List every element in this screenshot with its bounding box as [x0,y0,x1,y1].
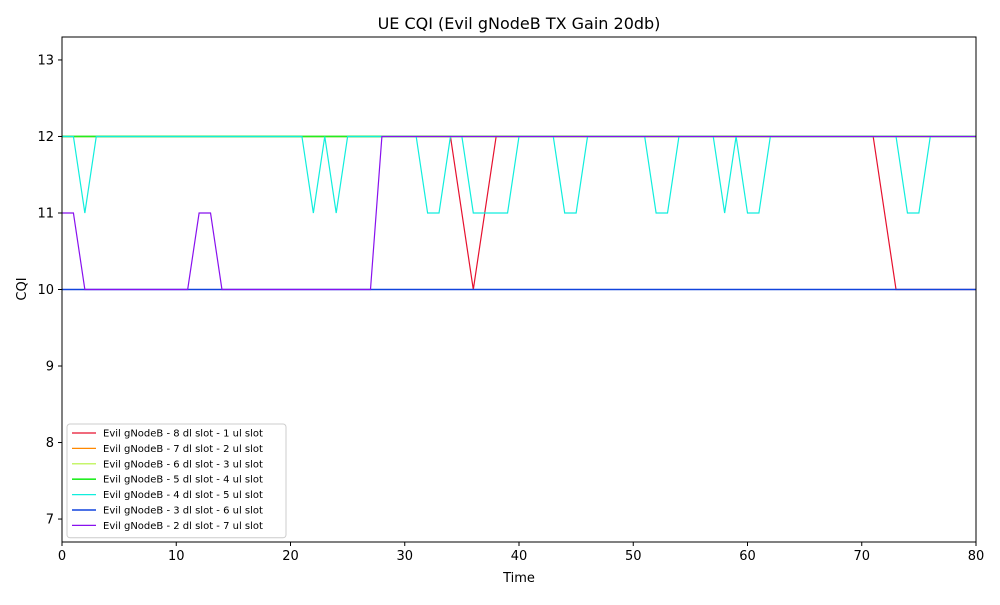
chart-title: UE CQI (Evil gNodeB TX Gain 20db) [378,14,661,33]
y-tick-label-4: 11 [37,206,54,221]
legend: Evil gNodeB - 8 dl slot - 1 ul slot Evil … [66,423,287,539]
x-tick-label-3: 30 [396,549,413,564]
legend-label-2: Evil gNodeB - 7 dl slot - 2 ul slot [103,444,263,455]
x-tick-label-7: 70 [853,549,870,564]
x-axis-label: Time [502,571,535,586]
series-line-7 [62,135,976,291]
series-line-5 [62,135,976,214]
x-tick-label-6: 60 [739,549,756,564]
legend-label-6: Evil gNodeB - 3 dl slot - 6 ul slot [103,506,263,517]
y-axis-label: CQI [15,277,30,300]
y-tick-label-0: 7 [46,513,54,528]
x-tick-label-2: 20 [282,549,299,564]
y-tick-label-1: 8 [46,436,54,451]
legend-label-4: Evil gNodeB - 5 dl slot - 4 ul slot [103,475,263,486]
legend-box [66,423,287,539]
legend-label-1: Evil gNodeB - 8 dl slot - 1 ul slot [103,429,263,440]
x-tick-label-1: 10 [168,549,185,564]
legend-label-3: Evil gNodeB - 6 dl slot - 3 ul slot [103,459,263,470]
y-tick-label-3: 10 [37,283,54,298]
x-tick-label-5: 50 [625,549,642,564]
x-axis-ticks: 0 10 20 30 40 50 60 70 80 [58,542,984,564]
plot-lines [62,135,976,291]
y-tick-label-6: 13 [37,53,54,68]
y-tick-label-2: 9 [46,360,54,375]
x-tick-label-0: 0 [58,549,66,564]
x-tick-label-8: 80 [968,549,985,564]
legend-label-7: Evil gNodeB - 2 dl slot - 7 ul slot [103,521,263,532]
legend-label-5: Evil gNodeB - 4 dl slot - 5 ul slot [103,490,263,501]
y-tick-label-5: 12 [37,130,54,145]
y-axis-ticks: 7 8 9 10 11 12 13 [37,53,62,528]
x-tick-label-4: 40 [511,549,528,564]
